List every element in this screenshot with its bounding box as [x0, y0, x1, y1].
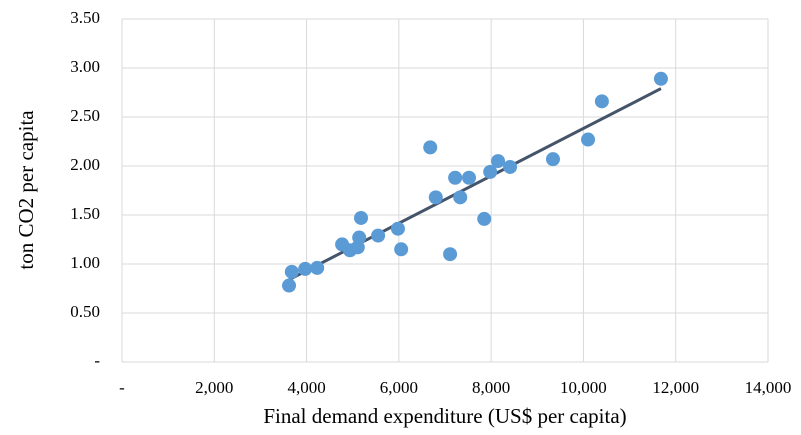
point	[461, 170, 476, 185]
y-tick-label: 3.50	[70, 8, 100, 27]
x-tick-label: 14,000	[745, 378, 792, 397]
y-tick-label: 2.00	[70, 155, 100, 174]
x-tick-label: 8,000	[472, 378, 510, 397]
y-tick-label: 0.50	[70, 302, 100, 321]
y-tick-label: 1.50	[70, 204, 100, 223]
point	[443, 247, 458, 262]
point	[310, 260, 325, 275]
x-tick-label: 6,000	[380, 378, 418, 397]
y-tick-label: 2.50	[70, 106, 100, 125]
point	[284, 264, 299, 279]
point	[653, 71, 668, 86]
point	[491, 154, 506, 169]
point	[423, 140, 438, 155]
point	[581, 132, 596, 147]
point	[371, 228, 386, 243]
y-tick-label: 3.00	[70, 57, 100, 76]
point	[428, 190, 443, 205]
point	[394, 242, 409, 257]
point	[594, 94, 609, 109]
point	[390, 221, 405, 236]
y-axis-title: ton CO2 per capita	[14, 110, 38, 270]
point	[352, 230, 367, 245]
point	[503, 159, 518, 174]
point	[282, 278, 297, 293]
point	[453, 190, 468, 205]
y-tick-label: 1.00	[70, 253, 100, 272]
point	[298, 261, 313, 276]
point	[448, 170, 463, 185]
point	[483, 164, 498, 179]
point	[477, 211, 492, 226]
x-tick-label: 4,000	[287, 378, 325, 397]
x-axis-title: Final demand expenditure (US$ per capita…	[263, 404, 626, 428]
x-tick-label: 10,000	[560, 378, 607, 397]
x-tick-label: 2,000	[195, 378, 233, 397]
point	[354, 210, 369, 225]
x-tick-label: 12,000	[652, 378, 699, 397]
point	[545, 152, 560, 167]
x-tick-label: -	[119, 378, 125, 397]
y-tick-label: -	[94, 351, 100, 370]
